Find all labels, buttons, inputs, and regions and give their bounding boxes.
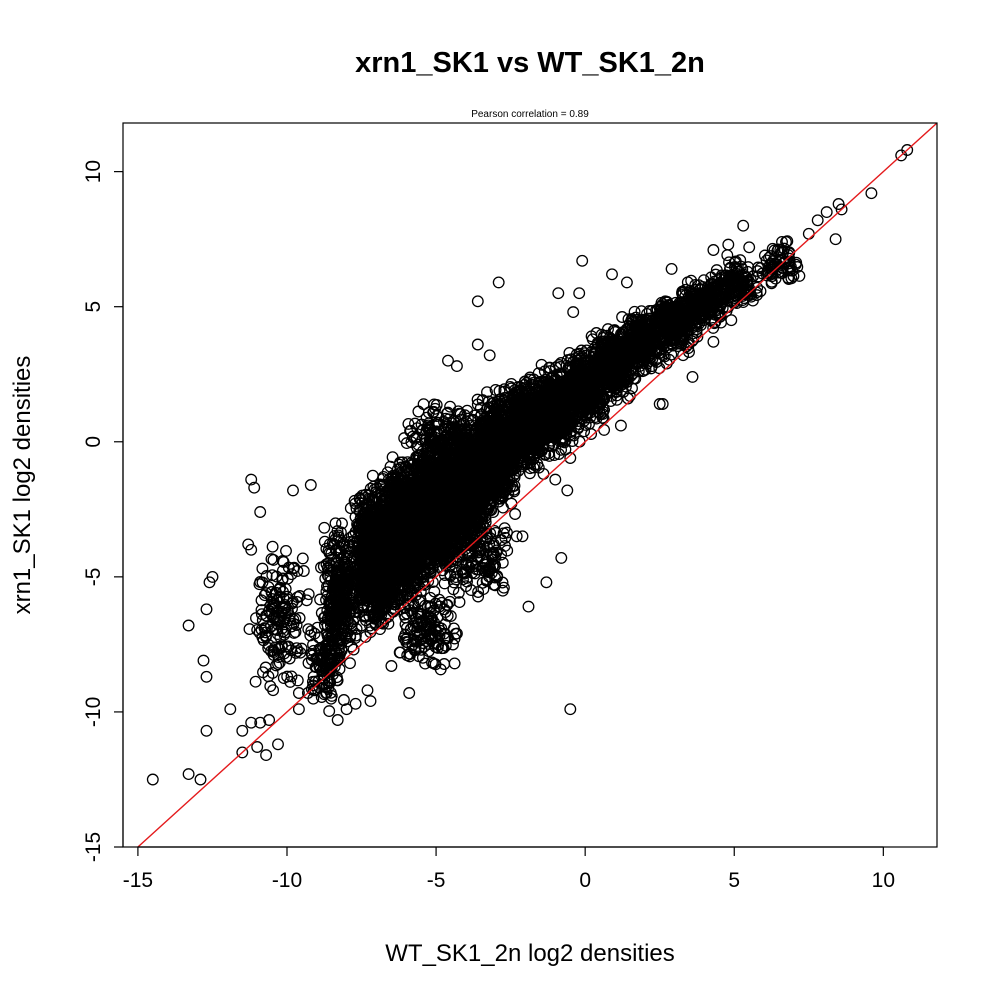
data-point xyxy=(348,605,361,618)
data-point xyxy=(349,526,362,538)
data-point xyxy=(352,519,365,532)
data-point xyxy=(333,547,346,560)
data-point xyxy=(336,597,349,610)
data-point xyxy=(367,609,380,622)
data-point xyxy=(366,469,379,482)
data-point xyxy=(366,500,379,513)
data-point xyxy=(363,609,376,622)
data-point xyxy=(335,545,348,558)
data-point xyxy=(359,506,372,519)
data-point xyxy=(343,578,356,591)
data-point xyxy=(320,593,332,606)
data-point xyxy=(325,553,338,566)
data-point xyxy=(342,615,355,628)
data-point xyxy=(367,540,380,553)
data-point xyxy=(353,491,366,504)
data-points xyxy=(146,144,914,786)
data-point xyxy=(382,610,395,623)
data-point xyxy=(344,606,357,619)
data-point xyxy=(322,580,335,592)
data-point xyxy=(329,517,342,530)
data-point xyxy=(318,521,331,534)
data-point xyxy=(330,604,343,617)
data-point xyxy=(356,599,369,611)
chart-title: xrn1_SK1 vs WT_SK1_2n xyxy=(355,47,705,79)
data-point xyxy=(352,560,364,573)
data-point xyxy=(317,560,330,573)
data-point xyxy=(318,535,331,548)
data-point xyxy=(314,593,327,606)
data-point xyxy=(369,616,382,629)
data-point xyxy=(328,581,341,594)
data-point xyxy=(359,488,372,501)
data-point xyxy=(328,588,341,601)
data-point xyxy=(362,556,375,569)
data-point xyxy=(361,568,374,581)
data-point xyxy=(370,586,383,599)
data-point xyxy=(347,643,360,656)
chart-subtitle: Pearson correlation = 0.89 xyxy=(471,109,589,120)
data-point xyxy=(332,529,345,542)
data-point xyxy=(368,608,381,621)
data-point xyxy=(332,581,344,594)
data-point xyxy=(344,657,356,670)
data-point xyxy=(336,517,348,530)
data-point xyxy=(366,549,379,562)
data-point xyxy=(356,593,369,606)
data-point xyxy=(319,572,332,585)
data-point xyxy=(364,521,377,534)
data-point xyxy=(351,540,364,553)
data-point xyxy=(334,526,347,539)
data-point xyxy=(344,502,357,515)
